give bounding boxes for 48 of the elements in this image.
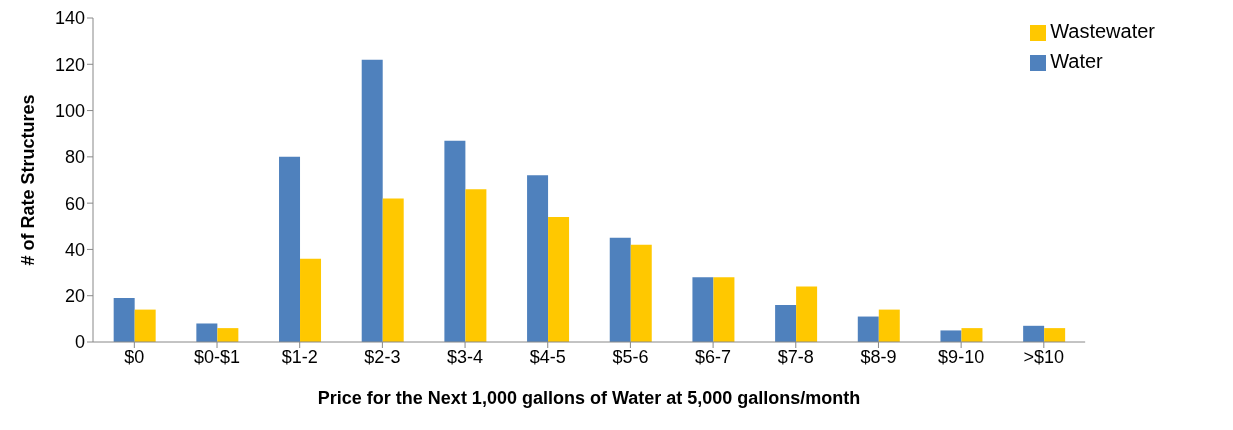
bar <box>878 309 900 342</box>
bar <box>713 277 735 342</box>
bar <box>630 244 652 342</box>
legend-label: Wastewater <box>1050 20 1155 42</box>
x-tick-label: $3-4 <box>447 346 484 367</box>
y-tick-label: 0 <box>74 332 85 353</box>
y-axis-title: # of Rate Structures <box>18 94 39 266</box>
bar <box>361 59 383 342</box>
x-tick-label: $0 <box>124 346 145 367</box>
y-tick-label: 60 <box>64 193 85 214</box>
x-tick-label: $4-5 <box>529 346 566 367</box>
y-tick-label: 80 <box>64 147 85 168</box>
x-tick-label: $0-$1 <box>194 346 241 367</box>
x-tick-label: $6-7 <box>695 346 732 367</box>
bar <box>217 328 239 342</box>
x-axis-title: Price for the Next 1,000 gallons of Water at 5,000 gallons/month <box>317 388 861 408</box>
y-tick-label: 120 <box>54 54 85 75</box>
bar <box>1044 328 1066 342</box>
x-tick-label: >$10 <box>1023 346 1065 367</box>
bar <box>961 328 983 342</box>
bar <box>444 140 466 342</box>
bar <box>775 304 797 342</box>
bar <box>857 316 879 342</box>
bar <box>113 298 135 342</box>
x-tick-label: $7-8 <box>777 346 814 367</box>
x-tick-label: $9-10 <box>938 346 985 367</box>
bar <box>527 175 549 342</box>
bar <box>300 258 322 342</box>
x-tick-label: $1-2 <box>281 346 318 367</box>
bar <box>196 323 218 342</box>
bar <box>279 156 301 342</box>
bar <box>465 189 487 342</box>
bar <box>609 237 631 342</box>
x-tick-label: $8-9 <box>860 346 897 367</box>
bar <box>692 277 714 342</box>
y-tick-label: 100 <box>54 100 85 121</box>
x-tick-label: $2-3 <box>364 346 401 367</box>
y-tick-label: 140 <box>54 8 85 29</box>
bar <box>382 198 404 342</box>
bar <box>796 286 818 342</box>
y-tick-label: 20 <box>64 286 85 307</box>
x-tick-label: $5-6 <box>612 346 649 367</box>
bar <box>1023 325 1045 342</box>
bar <box>548 217 570 342</box>
y-tick-label: 40 <box>64 239 85 260</box>
bar <box>940 330 962 342</box>
bar <box>134 309 156 342</box>
legend-label: Water <box>1050 50 1103 72</box>
